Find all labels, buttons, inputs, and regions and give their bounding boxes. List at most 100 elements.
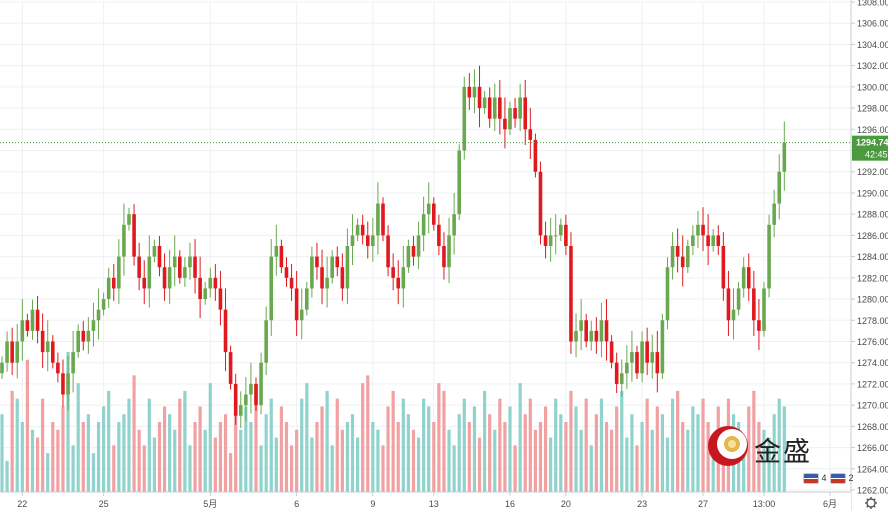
candle-body bbox=[81, 330, 86, 342]
volume-bar bbox=[117, 422, 121, 492]
candle-body bbox=[61, 373, 65, 395]
x-tick-label: 23 bbox=[637, 499, 647, 509]
candle-body bbox=[432, 203, 436, 225]
candle-body bbox=[391, 267, 395, 278]
candle-body bbox=[162, 267, 167, 289]
volume-bar bbox=[86, 414, 90, 492]
y-tick-label: 1306.00 bbox=[857, 19, 888, 29]
volume-bar bbox=[56, 429, 60, 492]
candle-body bbox=[264, 320, 268, 363]
volume-bar bbox=[340, 429, 344, 492]
volume-bar bbox=[493, 429, 497, 492]
candle-body bbox=[269, 256, 274, 321]
volume-bar bbox=[467, 422, 471, 492]
candle-body bbox=[482, 97, 487, 109]
candle-body bbox=[665, 267, 670, 321]
candle-body bbox=[416, 235, 421, 257]
candle-body bbox=[25, 320, 30, 331]
candle-body bbox=[564, 224, 568, 246]
candle-body bbox=[625, 362, 629, 374]
volume-bar bbox=[610, 429, 614, 492]
volume-bar bbox=[401, 398, 405, 492]
candle-body bbox=[696, 224, 700, 236]
volume-bar bbox=[218, 422, 223, 492]
candle-body bbox=[426, 203, 431, 215]
candle-body bbox=[152, 246, 157, 257]
volume-bar bbox=[432, 422, 436, 492]
candle-body bbox=[299, 309, 304, 321]
event-marker-1[interactable]: 4 bbox=[803, 473, 827, 485]
candle-body bbox=[122, 224, 126, 257]
volume-bar bbox=[711, 437, 715, 492]
candle-body bbox=[284, 267, 289, 278]
x-tick-label: 9 bbox=[370, 499, 375, 509]
y-tick-label: 1262.00 bbox=[857, 486, 888, 496]
volume-bar bbox=[51, 422, 55, 492]
candle-body bbox=[640, 341, 644, 374]
candle-body bbox=[579, 320, 583, 331]
volume-bar bbox=[371, 422, 375, 492]
candle-body bbox=[117, 256, 121, 289]
y-tick-label: 1278.00 bbox=[857, 316, 888, 326]
volume-bar bbox=[549, 437, 553, 492]
candle-body bbox=[147, 256, 152, 289]
candle-body bbox=[706, 235, 710, 246]
candle-body bbox=[376, 203, 380, 236]
candle-body bbox=[513, 108, 517, 119]
volume-bar bbox=[559, 414, 563, 492]
volume-bar bbox=[350, 414, 355, 492]
volume-bar bbox=[518, 383, 522, 492]
candle-body bbox=[86, 330, 91, 342]
volume-bar bbox=[762, 429, 766, 492]
volume-bar bbox=[706, 422, 710, 492]
volume-bar bbox=[696, 414, 700, 492]
candle-body bbox=[487, 97, 492, 119]
candle-body bbox=[543, 235, 548, 246]
candle-body bbox=[686, 246, 690, 268]
candle-body bbox=[71, 352, 75, 374]
candle-body bbox=[401, 267, 406, 289]
candle-body bbox=[178, 256, 182, 278]
volume-bar bbox=[178, 398, 182, 492]
candle-body bbox=[670, 246, 675, 268]
x-tick-label: 5月 bbox=[203, 499, 217, 509]
volume-bar bbox=[147, 398, 151, 492]
candle-body bbox=[528, 129, 533, 140]
candle-body bbox=[305, 288, 309, 310]
candle-body bbox=[675, 246, 680, 257]
volume-bar bbox=[620, 390, 624, 492]
candle-body bbox=[96, 309, 101, 321]
settings-gear-icon[interactable] bbox=[865, 497, 877, 509]
candle-body bbox=[20, 320, 25, 342]
candle-body bbox=[777, 171, 782, 204]
candle-body bbox=[447, 235, 451, 268]
volume-bar bbox=[91, 453, 96, 492]
candle-body bbox=[472, 86, 477, 98]
candle-body bbox=[381, 203, 385, 236]
candle-body bbox=[35, 309, 40, 331]
candle-body bbox=[223, 309, 228, 353]
volume-bar bbox=[670, 398, 675, 492]
candle-body bbox=[254, 383, 258, 406]
candle-body bbox=[335, 256, 340, 268]
y-tick-label: 1286.00 bbox=[857, 231, 888, 241]
x-tick-label: 16 bbox=[505, 499, 515, 509]
candle-body bbox=[533, 139, 538, 172]
volume-bar bbox=[767, 437, 771, 492]
gear-tooth bbox=[873, 505, 876, 508]
price-tag-bg bbox=[852, 135, 888, 161]
volume-bar bbox=[462, 398, 466, 492]
grid-lines bbox=[0, 1, 851, 491]
candle-body bbox=[355, 224, 360, 236]
volume-bar bbox=[330, 445, 334, 492]
volume-bar bbox=[20, 422, 24, 492]
candle-body bbox=[599, 320, 604, 342]
candle-body bbox=[30, 309, 35, 331]
candle-body bbox=[294, 288, 299, 321]
volume-bar bbox=[528, 398, 532, 492]
volume-bar bbox=[742, 445, 746, 492]
event-marker-2[interactable]: 2 bbox=[830, 473, 854, 485]
candle-body bbox=[325, 277, 329, 289]
volume-bar bbox=[107, 390, 111, 492]
